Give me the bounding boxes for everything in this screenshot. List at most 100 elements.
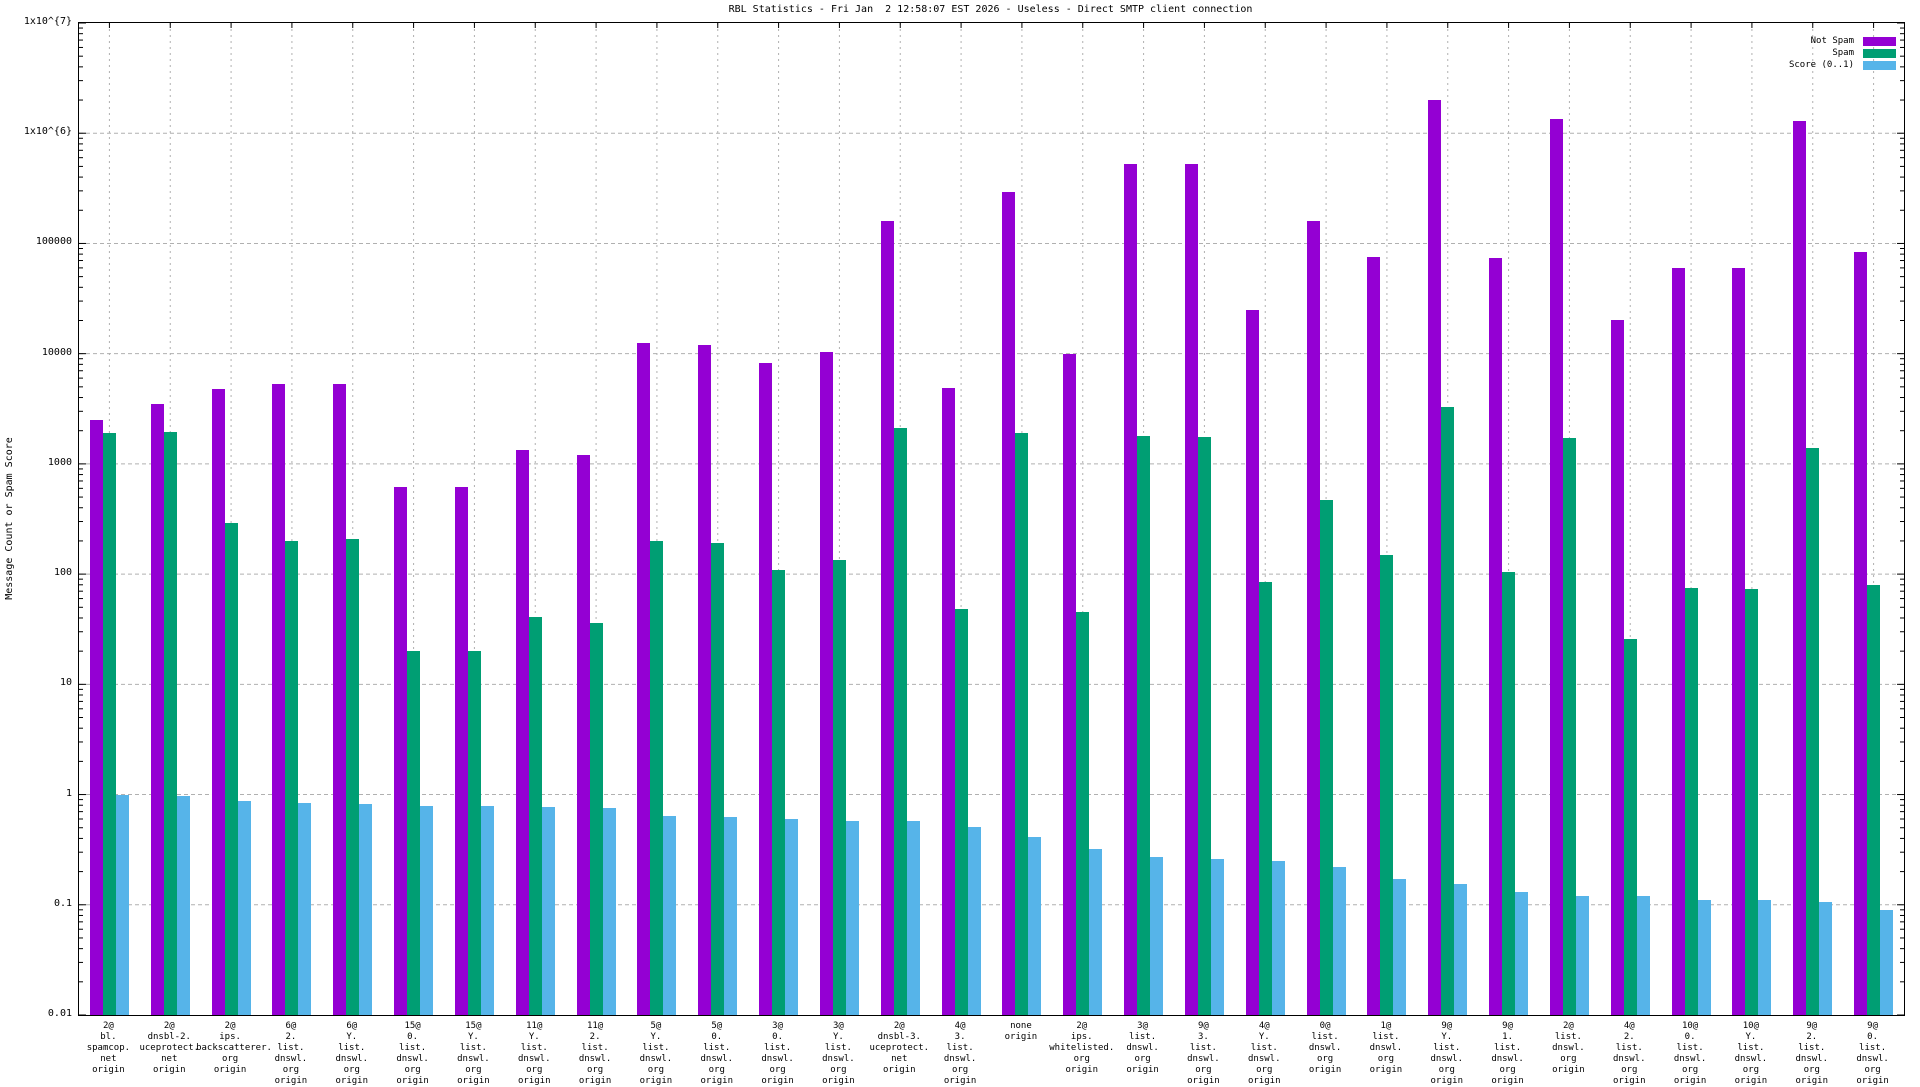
bar-notspam-9 [576, 455, 590, 1015]
x-tick-label: 4@ 3. list. dnswl. org origin [943, 1021, 977, 1086]
bar-spam-4 [285, 540, 299, 1015]
bar-spam-21 [1319, 500, 1333, 1015]
bar-spam-25 [1562, 438, 1576, 1015]
legend-entry-spam: Spam [1789, 47, 1896, 59]
bar-notspam-1 [89, 420, 103, 1015]
legend-swatch-spam [1863, 48, 1896, 58]
bar-score-3 [237, 800, 251, 1015]
bar-spam-10 [650, 540, 664, 1015]
bar-notspam-7 [454, 486, 468, 1015]
bar-notspam-14 [880, 220, 894, 1015]
x-tick-label: 5@ 0. list. dnswl. org origin [700, 1021, 733, 1086]
bar-score-18 [1150, 857, 1164, 1015]
bar-score-9 [602, 807, 616, 1015]
x-tick-label: 3@ 0. list. dnswl. org origin [761, 1021, 794, 1086]
bar-score-24 [1515, 892, 1529, 1015]
x-tick-label: 4@ 2. list. dnswl. org origin [1612, 1021, 1646, 1086]
x-tick-label: 9@ 0. list. dnswl. org origin [1856, 1021, 1889, 1086]
bar-spam-15 [954, 609, 968, 1015]
legend-swatch-notspam [1863, 36, 1896, 46]
bar-notspam-4 [272, 384, 286, 1015]
y-tick-label: 100000 [35, 236, 72, 248]
plot-area: Not Spam Spam Score (0..1) [78, 22, 1905, 1016]
bar-notspam-25 [1549, 118, 1563, 1015]
bar-spam-30 [1867, 584, 1881, 1015]
y-tick-label: 1 [65, 787, 72, 799]
legend-label-notspam: Not Spam [1810, 36, 1854, 46]
bar-spam-14 [893, 428, 907, 1015]
bar-spam-6 [407, 651, 421, 1015]
bar-score-29 [1819, 902, 1833, 1015]
x-tick-label: 1@ list. dnswl. org origin [1369, 1021, 1403, 1075]
x-tick-label: 4@ Y. list. dnswl. org origin [1247, 1021, 1281, 1086]
legend-label-spam: Spam [1832, 48, 1854, 58]
x-tick-label: 3@ Y. list. dnswl. org origin [822, 1021, 855, 1086]
bar-spam-28 [1745, 588, 1759, 1015]
bar-notspam-21 [1306, 220, 1320, 1015]
bar-notspam-18 [1124, 163, 1138, 1015]
bar-spam-18 [1137, 435, 1151, 1015]
bar-notspam-28 [1732, 267, 1746, 1015]
bar-notspam-30 [1854, 252, 1868, 1015]
x-tick-label: 0@ list. dnswl. org origin [1308, 1021, 1342, 1075]
bar-score-8 [541, 807, 555, 1015]
bar-score-12 [785, 819, 799, 1015]
y-tick-label: 10000 [41, 346, 72, 358]
bar-spam-5 [346, 538, 360, 1015]
y-tick-label: 0.1 [53, 897, 72, 909]
bar-score-14 [906, 821, 920, 1015]
bar-score-13 [845, 820, 859, 1015]
legend: Not Spam Spam Score (0..1) [1789, 35, 1896, 71]
bar-score-25 [1575, 896, 1589, 1015]
x-tick-label: 10@ Y. list. dnswl. org origin [1734, 1021, 1768, 1086]
bar-notspam-20 [1245, 309, 1259, 1015]
bar-notspam-6 [394, 486, 408, 1015]
x-tick-label: 15@ 0. list. dnswl. org origin [396, 1021, 429, 1086]
bar-spam-19 [1197, 437, 1211, 1015]
bar-score-16 [1028, 837, 1042, 1015]
y-tick-label: 1x10^{6} [23, 126, 72, 138]
x-tick-label: 15@ Y. list. dnswl. org origin [457, 1021, 490, 1086]
bar-spam-22 [1380, 554, 1394, 1015]
bar-spam-29 [1806, 447, 1820, 1015]
bar-spam-1 [102, 433, 116, 1015]
bar-notspam-12 [759, 363, 773, 1015]
bar-score-4 [298, 803, 312, 1015]
bar-spam-26 [1623, 638, 1637, 1015]
bar-score-27 [1697, 900, 1711, 1015]
bar-spam-7 [467, 651, 481, 1015]
bar-spam-27 [1684, 587, 1698, 1015]
y-tick-label: 10 [59, 677, 72, 689]
legend-swatch-score [1863, 60, 1896, 70]
bar-spam-20 [1258, 581, 1272, 1015]
bar-notspam-15 [941, 387, 955, 1015]
bar-spam-24 [1502, 571, 1516, 1015]
bar-score-23 [1454, 883, 1468, 1015]
x-tick-label: 2@ bl. spamcop. net origin [86, 1021, 131, 1075]
bar-spam-16 [1015, 433, 1029, 1015]
x-tick-label: 3@ list. dnswl. org origin [1126, 1021, 1159, 1075]
chart-title: RBL Statistics - Fri Jan 2 12:58:07 EST … [728, 4, 1253, 15]
bar-score-17 [1089, 849, 1103, 1015]
bar-notspam-10 [637, 342, 651, 1015]
bar-notspam-16 [1002, 192, 1016, 1015]
bar-score-21 [1332, 867, 1346, 1015]
bar-notspam-27 [1671, 267, 1685, 1015]
bar-spam-12 [772, 569, 786, 1015]
bar-score-2 [176, 795, 190, 1015]
y-tick-label: 1000 [47, 456, 72, 468]
x-tick-label: 2@ ips. backscatterer. org origin [196, 1021, 272, 1075]
bar-notspam-2 [150, 403, 164, 1015]
x-tick-label: 9@ 2. list. dnswl. org origin [1795, 1021, 1828, 1086]
bar-score-7 [480, 806, 494, 1015]
bar-notspam-23 [1428, 100, 1442, 1015]
bar-spam-8 [528, 616, 542, 1015]
bar-notspam-13 [819, 352, 833, 1015]
x-tick-label: 2@ list. dnswl. org origin [1552, 1021, 1585, 1075]
x-tick-label: 10@ 0. list. dnswl. org origin [1673, 1021, 1707, 1086]
bar-spam-23 [1441, 406, 1455, 1015]
x-tick-label: none origin [1004, 1021, 1038, 1042]
x-tick-label: 6@ Y. list. dnswl. org origin [335, 1021, 368, 1086]
bar-notspam-5 [333, 384, 347, 1015]
y-tick-label: 0.01 [47, 1008, 72, 1019]
